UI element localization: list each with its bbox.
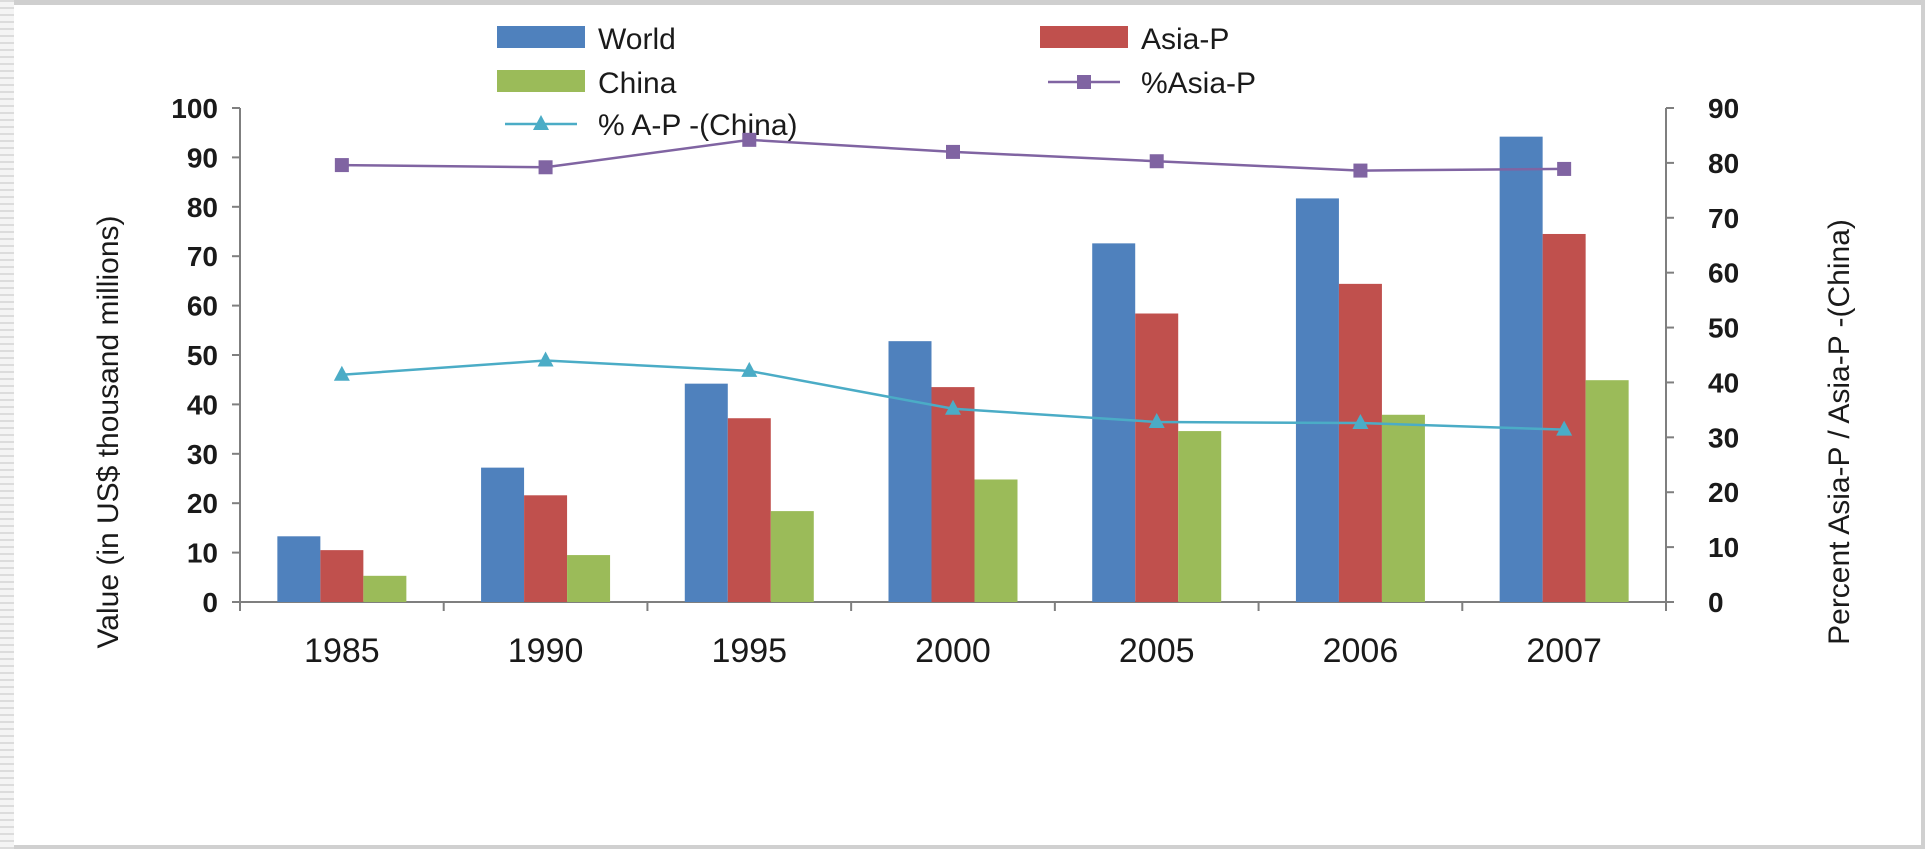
bar-world bbox=[277, 536, 321, 602]
left-tick-label: 90 bbox=[187, 142, 218, 173]
line-series-group bbox=[333, 132, 1573, 436]
left-tick-label: 60 bbox=[187, 291, 218, 322]
legend-label-asia-p: %Asia-P bbox=[1141, 67, 1256, 100]
marker-asia-p bbox=[538, 160, 553, 175]
category-label: 1985 bbox=[304, 632, 380, 670]
left-tick-label: 20 bbox=[187, 488, 218, 519]
window-top-edge bbox=[14, 0, 1925, 5]
legend-marker-asia-p bbox=[1077, 75, 1091, 89]
legend-label-china: China bbox=[598, 67, 677, 100]
marker-a-p-china bbox=[1352, 414, 1369, 430]
marker-a-p-china bbox=[333, 365, 350, 381]
legend-label-world: World bbox=[598, 23, 676, 56]
y2-axis-title: Percent Asia-P / Asia-P -(China) bbox=[1823, 219, 1856, 645]
bar-china bbox=[974, 479, 1018, 602]
category-label: 2000 bbox=[915, 632, 991, 670]
marker-asia-p bbox=[946, 144, 960, 159]
left-tick-label: 70 bbox=[187, 241, 218, 272]
category-label: 2007 bbox=[1526, 632, 1602, 670]
right-tick-label: 10 bbox=[1708, 532, 1739, 563]
bar-series-group bbox=[277, 136, 1629, 603]
bar-asia-p bbox=[727, 418, 771, 602]
y-axis-title: Value (in US$ thousand millions) bbox=[92, 216, 125, 649]
legend-marker-a-p-china bbox=[533, 115, 549, 130]
category-axis: 1985 1990 1995 2000 2005 2006 2007 bbox=[239, 601, 1667, 670]
bar-world bbox=[481, 467, 525, 602]
bar-china bbox=[770, 511, 814, 602]
right-tick-label: 80 bbox=[1708, 148, 1739, 179]
bar-world bbox=[1295, 198, 1339, 603]
right-tick-label: 70 bbox=[1708, 203, 1739, 234]
right-tick-label: 60 bbox=[1708, 258, 1739, 289]
marker-a-p-china bbox=[741, 361, 758, 377]
bar-world bbox=[1499, 136, 1543, 603]
marker-asia-p bbox=[334, 158, 349, 173]
right-tick-label: 30 bbox=[1708, 422, 1739, 453]
legend-label-a-p-china: % A-P -(China) bbox=[598, 109, 798, 142]
marker-asia-p bbox=[1149, 154, 1164, 169]
marker-asia-p bbox=[1557, 161, 1572, 176]
marker-a-p-china bbox=[1148, 412, 1165, 428]
bar-china bbox=[363, 575, 407, 602]
category-label: 2006 bbox=[1323, 632, 1399, 670]
bar-asia-p bbox=[1338, 283, 1382, 602]
bar-asia-p bbox=[1135, 313, 1179, 602]
bar-asia-p bbox=[524, 495, 568, 602]
window-bottom-edge bbox=[14, 845, 1925, 849]
legend-swatch-asia-p bbox=[1040, 26, 1128, 48]
bar-china bbox=[1381, 414, 1425, 602]
bar-world bbox=[888, 341, 932, 602]
legend-swatch-china bbox=[497, 70, 585, 92]
marker-a-p-china bbox=[945, 399, 961, 415]
bar-china bbox=[1585, 380, 1629, 602]
bar-asia-p bbox=[931, 387, 975, 602]
left-tick-label: 40 bbox=[187, 389, 218, 420]
category-label: 1995 bbox=[711, 632, 787, 670]
left-tick-label: 0 bbox=[202, 587, 218, 618]
legend-label-asia-p: Asia-P bbox=[1141, 23, 1229, 56]
right-tick-label: 20 bbox=[1708, 477, 1739, 508]
left-value-axis: 0 10 20 30 40 50 60 70 80 90 100 bbox=[171, 93, 241, 618]
category-label: 2005 bbox=[1119, 632, 1195, 670]
category-label: 1990 bbox=[508, 632, 584, 670]
left-tick-label: 50 bbox=[187, 340, 218, 371]
marker-asia-p bbox=[1353, 163, 1368, 178]
right-tick-label: 50 bbox=[1708, 313, 1739, 344]
marker-asia-p bbox=[742, 132, 757, 147]
legend: World Asia-P China %Asia-P % A-P -(China) bbox=[497, 23, 1256, 142]
marker-a-p-china bbox=[1556, 420, 1573, 436]
marker-a-p-china bbox=[537, 351, 554, 367]
right-tick-label: 40 bbox=[1708, 367, 1739, 398]
left-tick-label: 10 bbox=[187, 538, 218, 569]
bar-asia-p bbox=[320, 550, 364, 602]
bar-china bbox=[1178, 431, 1222, 602]
bar-china bbox=[567, 555, 611, 602]
right-tick-label: 0 bbox=[1708, 587, 1724, 618]
bar-world bbox=[1092, 243, 1136, 602]
left-tick-label: 80 bbox=[187, 192, 218, 223]
bar-asia-p bbox=[1542, 233, 1586, 602]
left-tick-label: 30 bbox=[187, 439, 218, 470]
legend-swatch-world bbox=[497, 26, 585, 48]
bar-world bbox=[684, 383, 728, 602]
left-tick-label: 100 bbox=[171, 93, 218, 124]
window-left-edge bbox=[0, 0, 14, 849]
right-percent-axis: 0 10 20 30 40 50 60 70 80 90 bbox=[1665, 93, 1739, 618]
window-right-edge bbox=[1921, 0, 1925, 849]
right-tick-label: 90 bbox=[1708, 93, 1739, 124]
